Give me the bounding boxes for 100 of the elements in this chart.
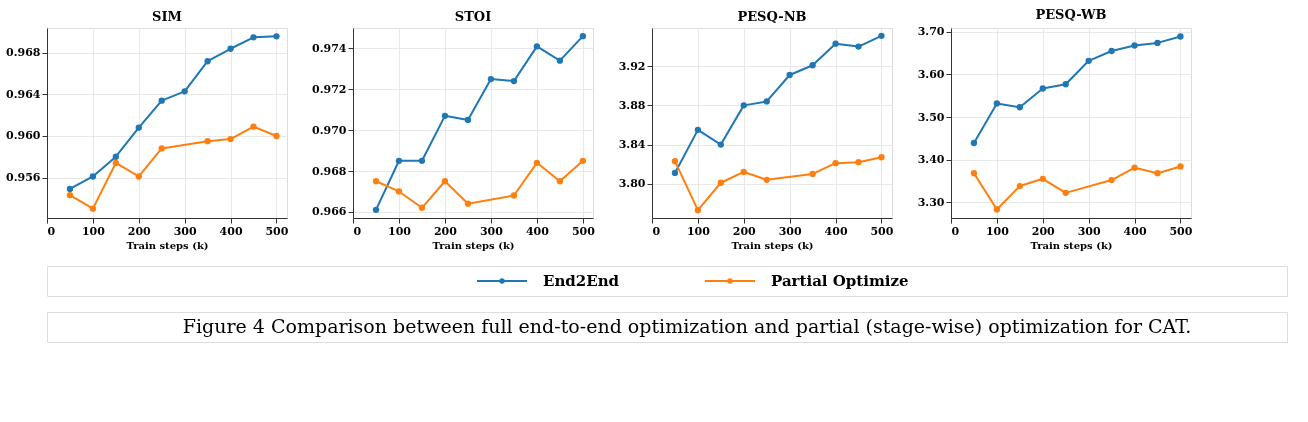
point — [372, 206, 380, 213]
x-tick-label: 500 — [870, 224, 894, 238]
x-tick-label: 200 — [732, 224, 757, 238]
x-tick-label: 200 — [1031, 224, 1056, 238]
point — [533, 43, 541, 50]
point — [250, 123, 257, 130]
x-tick-label: 400 — [525, 224, 550, 238]
point — [740, 102, 747, 109]
point — [740, 168, 747, 176]
point — [1085, 57, 1092, 64]
point — [464, 116, 472, 124]
y-tick-label: 0.960 — [6, 129, 41, 143]
point — [89, 173, 97, 180]
x-tick-label: 100 — [387, 224, 412, 238]
y-tick-label: 0.968 — [312, 164, 347, 178]
x-tick-label: 500 — [571, 224, 596, 238]
point — [418, 157, 426, 164]
point — [1154, 39, 1161, 47]
x-axis-title: Train steps (k) — [731, 239, 814, 251]
y-tick-label: 3.80 — [618, 177, 646, 191]
x-tick-label: 0 — [951, 224, 960, 238]
point — [671, 169, 679, 177]
x-tick-label: 200 — [433, 224, 458, 238]
x-tick-label: 400 — [219, 224, 243, 238]
point — [556, 57, 564, 64]
point — [510, 192, 518, 199]
point — [135, 173, 142, 180]
x-tick-label: 200 — [127, 224, 152, 238]
y-tick-label: 3.60 — [917, 67, 945, 81]
point — [66, 192, 74, 199]
point — [970, 170, 978, 177]
point — [1177, 33, 1184, 40]
legend-label: End2End — [543, 272, 620, 290]
point — [1131, 42, 1138, 49]
point — [227, 135, 234, 143]
point — [418, 204, 426, 211]
point — [273, 132, 280, 140]
caption: Figure 4 Comparison between full end-to-end optimization and partial (stage-wise) optimization for CAT. — [182, 315, 1192, 337]
point — [671, 158, 679, 165]
y-tick-label: 3.30 — [917, 195, 945, 209]
x-tick-label: 400 — [824, 224, 848, 238]
x-axis-title: Train steps (k) — [126, 239, 209, 251]
x-tick-label: 100 — [81, 224, 106, 238]
point — [556, 178, 564, 185]
point — [579, 157, 587, 164]
point — [112, 153, 119, 160]
x-tick-label: 0 — [47, 224, 56, 238]
chart-title: PESQ-WB — [1035, 6, 1107, 22]
point — [464, 200, 472, 207]
point — [1016, 104, 1023, 111]
y-tick-label: 0.968 — [6, 46, 41, 60]
chart-title: SIM — [152, 9, 182, 24]
point — [717, 179, 724, 186]
point — [395, 188, 403, 195]
x-tick-label: 300 — [778, 224, 802, 238]
x-tick-label: 0 — [353, 224, 362, 238]
x-tick-label: 300 — [1077, 224, 1101, 238]
point — [694, 207, 702, 214]
point — [273, 33, 280, 40]
point — [1062, 189, 1069, 197]
x-axis-title: Train steps (k) — [432, 239, 515, 251]
chart-title: STOI — [454, 9, 492, 24]
x-tick-label: 300 — [173, 224, 197, 238]
y-tick-label: 3.70 — [917, 25, 945, 39]
point — [1108, 176, 1115, 184]
y-tick-label: 3.84 — [618, 138, 646, 152]
point — [1016, 182, 1023, 190]
point — [395, 157, 403, 164]
y-tick-label: 0.974 — [312, 41, 347, 55]
point — [372, 178, 380, 185]
x-tick-label: 400 — [1123, 224, 1147, 238]
point — [809, 62, 816, 69]
point — [717, 141, 724, 148]
x-tick-label: 100 — [686, 224, 711, 238]
point — [1062, 81, 1069, 88]
point — [1039, 85, 1046, 92]
point — [204, 58, 211, 65]
x-tick-label: 500 — [265, 224, 289, 238]
y-tick-label: 3.50 — [917, 110, 945, 124]
point — [970, 139, 978, 147]
point — [786, 71, 793, 79]
x-tick-label: 0 — [652, 224, 661, 238]
point — [855, 43, 862, 50]
chart-title: PESQ-NB — [737, 9, 807, 24]
point — [763, 176, 770, 183]
point — [510, 77, 518, 85]
point — [181, 88, 188, 95]
point — [878, 154, 885, 161]
point — [1039, 175, 1046, 182]
point — [579, 33, 587, 40]
point — [89, 205, 97, 212]
point — [158, 97, 165, 104]
point — [1131, 164, 1138, 171]
y-tick-label: 0.972 — [312, 82, 347, 96]
x-tick-label: 100 — [985, 224, 1010, 238]
point — [441, 178, 449, 185]
point — [763, 98, 770, 105]
point — [66, 185, 74, 193]
point — [809, 170, 816, 178]
point — [227, 45, 234, 52]
